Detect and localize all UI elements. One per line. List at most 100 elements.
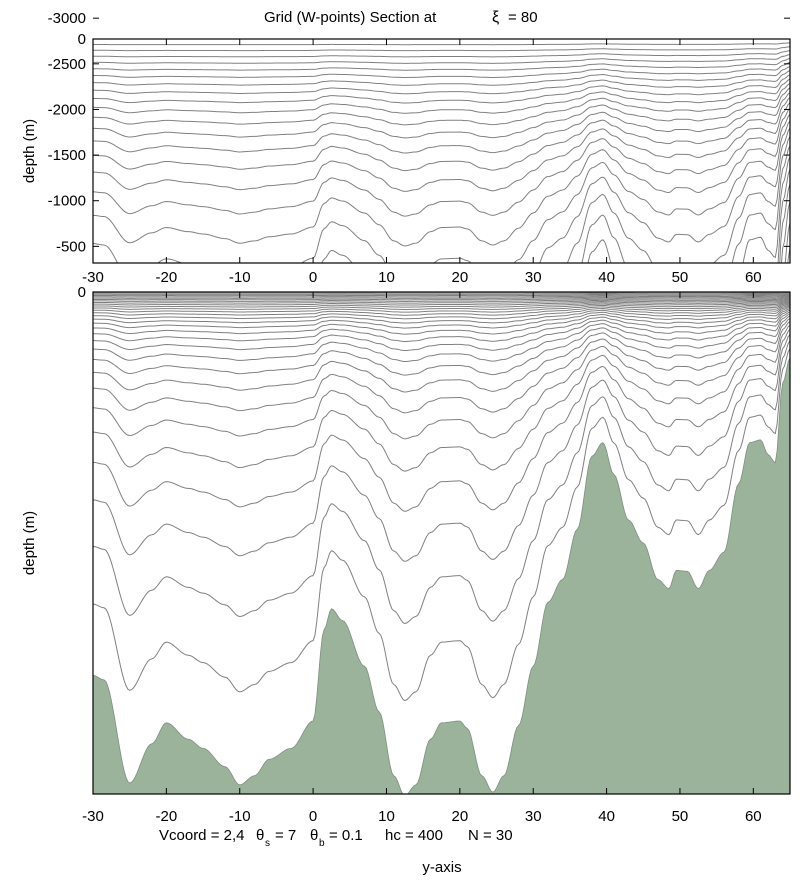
x-tick-label: -20 (156, 269, 178, 286)
bottom-bathymetry (93, 357, 790, 794)
x-tick-label: -10 (229, 808, 251, 825)
x-tick-label: 0 (309, 808, 317, 825)
top-plot-area (93, 39, 790, 263)
x-tick-label: 40 (598, 269, 615, 286)
vcoord-text: Vcoord = 2,4 (159, 827, 244, 844)
sigma-level-line (93, 293, 790, 295)
x-tick-label: -30 (82, 808, 104, 825)
bottom-y-label: depth (m) (21, 511, 38, 575)
sigma-level-line (93, 304, 790, 324)
bottom-panel: -30 -20 -10 0 10 20 30 40 50 60 0 -500 -1000 -1500 -2… (21, 10, 791, 825)
x-tick-label: 50 (672, 808, 689, 825)
top-y-label: depth (m) (21, 119, 38, 183)
sigma-level-line (93, 108, 790, 217)
x-tick-label: 60 (745, 808, 762, 825)
sigma-level-line (93, 318, 790, 414)
x-axis-label: y-axis (422, 859, 461, 876)
sigma-level-line (93, 87, 790, 139)
sigma-level-line (93, 334, 790, 562)
sigma-level-line (93, 321, 790, 440)
x-tick-label: 60 (745, 269, 762, 286)
sigma-level-line (93, 315, 790, 393)
title-xi-symbol: ξ (492, 9, 499, 26)
sigma-level-line (93, 299, 790, 308)
sigma-level-line (93, 54, 790, 64)
sigma-level-line (93, 324, 790, 472)
x-tick-label: 10 (378, 269, 395, 286)
sigma-level-line (93, 70, 790, 95)
sigma-level-line (93, 302, 790, 316)
sigma-level-line (93, 62, 790, 79)
y-tick-label: 0 (78, 284, 86, 301)
x-tick-label: 40 (598, 808, 615, 825)
sigma-level-line (93, 348, 790, 702)
sigma-level-line (93, 97, 790, 172)
sigma-level-line (93, 303, 790, 320)
sigma-level-line (93, 301, 790, 313)
x-tick-label: 20 (451, 808, 468, 825)
sigma-level-line (93, 58, 790, 71)
y-tick-label: -1000 (48, 193, 86, 210)
top-sigma-levels (93, 39, 790, 263)
y-tick-label: -100 (56, 0, 86, 3)
sigma-level-line (93, 296, 790, 301)
theta-b-subscript: b (319, 838, 325, 849)
sigma-level-line (93, 294, 790, 298)
sigma-level-line (93, 293, 790, 297)
sigma-level-line (93, 120, 790, 263)
bottom-axes-box (92, 291, 791, 795)
sigma-level-line (321, 128, 790, 263)
sigma-level-line (93, 78, 790, 114)
x-tick-label: 30 (525, 808, 542, 825)
title-value: = 80 (508, 9, 538, 26)
sigma-level-line (93, 309, 790, 352)
sigma-level-line (93, 83, 790, 126)
n-text: N = 30 (468, 827, 513, 844)
sigma-level-line (93, 298, 790, 306)
y-tick-label: -500 (56, 238, 86, 255)
sigma-level-line (93, 311, 790, 363)
top-x-ticks: -30 -20 -10 0 10 20 30 40 50 60 (82, 39, 762, 286)
x-tick-label: 10 (378, 808, 395, 825)
theta-b-value: = 0.1 (329, 827, 363, 844)
sigma-level-line (93, 340, 790, 625)
seafloor-fill (93, 357, 790, 794)
parameter-caption: Vcoord = 2,4 θ s = 7 θ b = 0.1 hc = 400 … (159, 827, 513, 849)
x-tick-label: 50 (672, 269, 689, 286)
sigma-level-line (93, 300, 790, 310)
x-tick-label: -10 (229, 269, 251, 286)
sigma-level-line (93, 42, 790, 46)
y-tick-label: -1500 (48, 147, 86, 164)
x-tick-label: -20 (156, 808, 178, 825)
hc-text: hc = 400 (385, 827, 443, 844)
theta-s-subscript: s (265, 838, 270, 849)
sigma-level-line (93, 297, 790, 302)
sigma-level-line (93, 295, 790, 299)
y-tick-label: -3000 (48, 10, 86, 27)
sigma-level-line (93, 46, 790, 52)
sigma-level-line (93, 92, 790, 154)
theta-b-symbol: θ (310, 827, 318, 844)
y-tick-label: -2000 (48, 101, 86, 118)
top-axes-box (92, 38, 791, 264)
sigma-level-line (93, 305, 790, 329)
sigma-level-line (93, 114, 790, 247)
sigma-level-line (93, 66, 790, 86)
bottom-y-ticks: 0-500-1000-1500-2000-2500-3000-3500-4000… (48, 10, 790, 301)
top-y-ticks: 0-100-200-300-400-500 (56, 0, 790, 48)
sigma-level-line (93, 102, 790, 192)
sigma-level-line (93, 308, 790, 343)
x-tick-label: -30 (82, 269, 104, 286)
sigma-level-line (93, 313, 790, 376)
x-tick-label: 30 (525, 269, 542, 286)
bottom-x-ticks: -30 -20 -10 0 10 20 30 40 50 60 (82, 292, 762, 825)
x-tick-label: 20 (451, 269, 468, 286)
theta-s-value: = 7 (275, 827, 296, 844)
y-tick-label: 0 (78, 31, 86, 48)
sigma-level-line (93, 50, 790, 58)
theta-s-symbol: θ (256, 827, 264, 844)
sigma-level-line (93, 306, 790, 335)
sigma-level-line (93, 74, 790, 104)
